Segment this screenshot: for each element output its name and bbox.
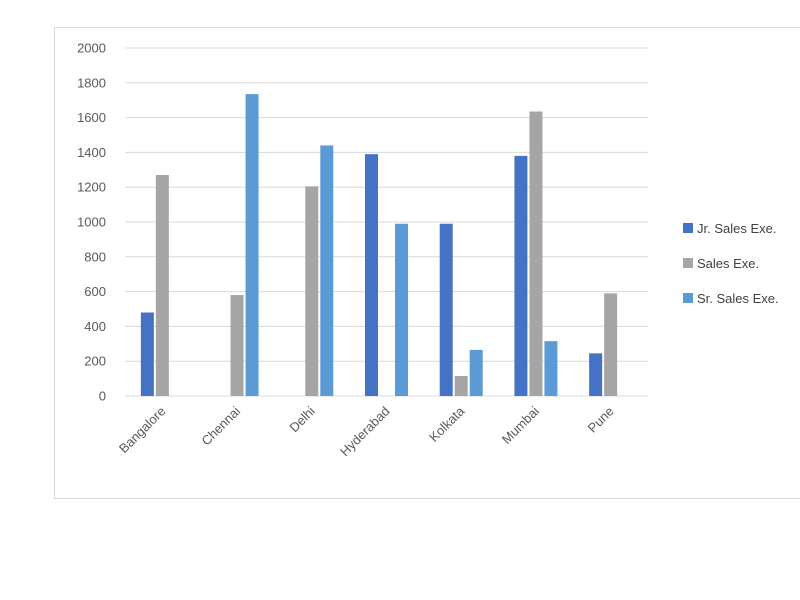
bar xyxy=(320,145,334,396)
y-tick-label: 1800 xyxy=(77,75,106,90)
bar xyxy=(439,223,453,396)
bar xyxy=(514,155,528,396)
y-tick-label: 600 xyxy=(84,284,106,299)
x-tick-label: Chennai xyxy=(198,403,243,448)
y-tick-label: 2000 xyxy=(77,41,106,56)
bar xyxy=(469,349,483,396)
legend-swatch xyxy=(683,293,693,303)
y-tick-label: 400 xyxy=(84,319,106,334)
bar xyxy=(245,94,259,397)
bar xyxy=(305,186,319,396)
bar xyxy=(140,312,154,396)
y-tick-label: 200 xyxy=(84,354,106,369)
bar xyxy=(395,223,408,396)
bar xyxy=(544,341,558,396)
x-tick-label: Mumbai xyxy=(499,403,542,446)
bar xyxy=(365,154,378,396)
bar xyxy=(454,375,468,396)
x-tick-label: Delhi xyxy=(286,403,318,435)
x-tick-label: Hyderabad xyxy=(337,404,393,460)
bar xyxy=(529,111,543,396)
legend-label: Sr. Sales Exe. xyxy=(697,291,779,306)
bar xyxy=(604,293,618,396)
legend-label: Sales Exe. xyxy=(697,256,759,271)
y-tick-label: 1600 xyxy=(77,110,106,125)
chart-frame xyxy=(54,27,800,499)
bar xyxy=(230,295,244,396)
y-tick-label: 1000 xyxy=(77,215,106,230)
y-tick-label: 1400 xyxy=(77,145,106,160)
bar xyxy=(589,353,603,396)
y-tick-label: 0 xyxy=(99,389,106,404)
x-tick-label: Bangalore xyxy=(116,404,169,457)
y-tick-label: 1200 xyxy=(77,180,106,195)
bar xyxy=(155,175,169,396)
legend-swatch xyxy=(683,258,693,268)
y-tick-label: 800 xyxy=(84,249,106,264)
legend-swatch xyxy=(683,223,693,233)
legend-label: Jr. Sales Exe. xyxy=(697,221,776,236)
x-tick-label: Pune xyxy=(585,404,617,436)
x-tick-label: Kolkata xyxy=(426,403,468,445)
